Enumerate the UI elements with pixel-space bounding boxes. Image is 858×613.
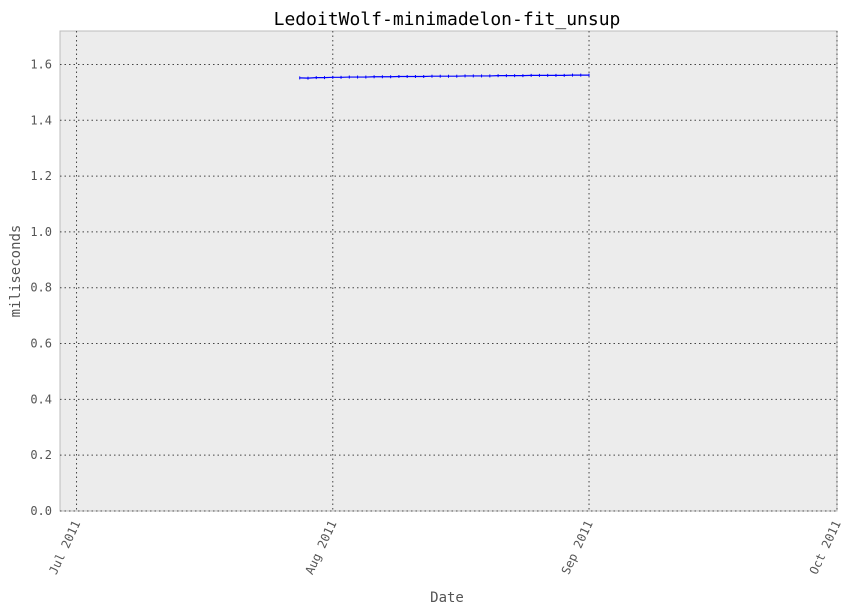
y-tick-label: 0.6 [30,337,52,351]
x-tick-label: Jul 2011 [46,518,83,576]
series-line [299,74,590,79]
y-tick-label: 1.6 [30,57,52,71]
series-layer [299,73,590,80]
y-tick-label: 1.2 [30,169,52,183]
y-tick-label: 1.0 [30,225,52,239]
y-tick-label: 1.4 [30,113,52,127]
x-axis-label: Date [430,590,464,606]
chart-title: LedoitWolf-minimadelon-fit_unsup [274,9,621,30]
y-tick-label: 0.2 [30,448,52,462]
x-tick-label: Aug 2011 [302,518,339,576]
x-tick-label: Oct 2011 [807,518,844,576]
grid-lines [60,31,838,512]
x-tick-label: Sep 2011 [559,518,596,576]
plot-area [59,30,838,512]
y-tick-label: 0.0 [30,504,52,518]
x-axis: Jul 2011 Aug 2011 Sep 2011 Oct 2011 [46,518,844,576]
y-tick-label: 0.4 [30,392,52,406]
y-axis-label: miliseconds [8,225,24,318]
y-tick-label: 0.8 [30,281,52,295]
y-axis: 0.0 0.2 0.4 0.6 0.8 1.0 1.2 1.4 1.6 [30,57,52,518]
